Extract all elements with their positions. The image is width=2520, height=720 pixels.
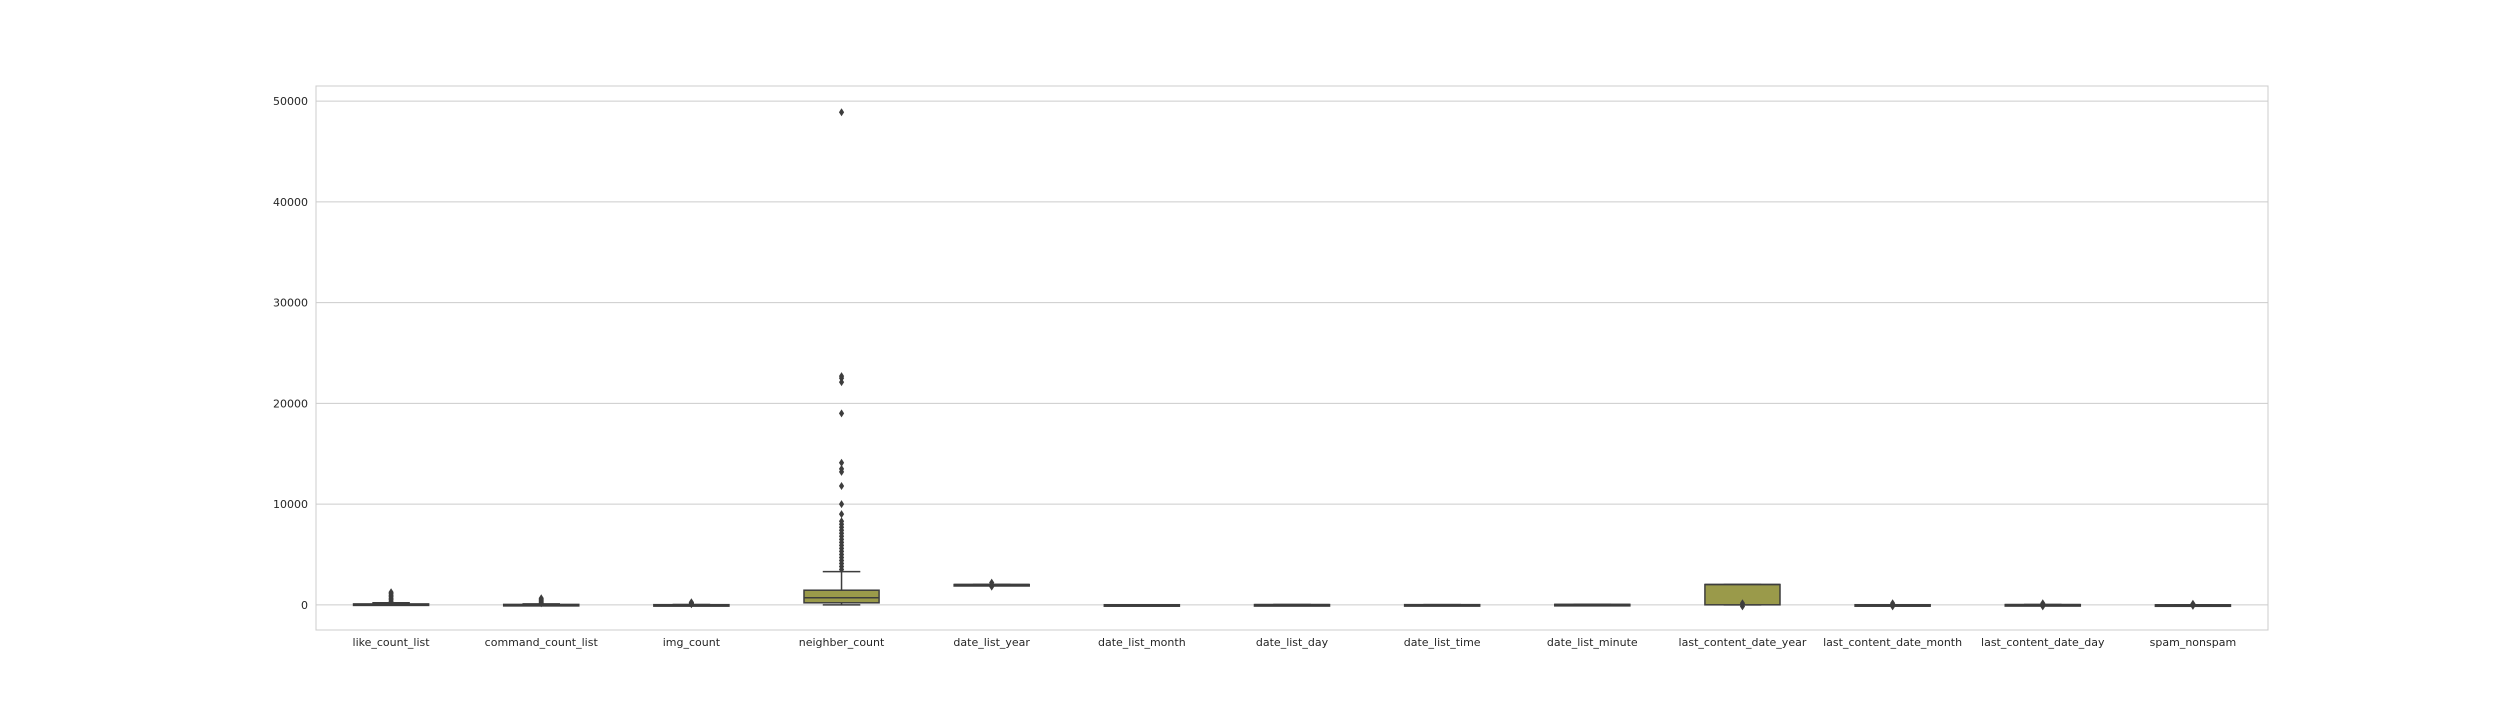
x-tick-label: date_list_year xyxy=(953,636,1030,649)
outlier-point xyxy=(538,594,544,603)
outlier-point xyxy=(838,517,845,526)
iqr-box xyxy=(803,589,880,604)
x-tick-label: spam_nonspam xyxy=(2150,636,2237,649)
x-tick-label: like_count_list xyxy=(353,636,431,649)
y-tick-label: 40000 xyxy=(273,196,308,209)
x-tick-label: last_content_date_day xyxy=(1981,636,2105,649)
box-date_list_year xyxy=(953,578,1030,591)
outlier-point xyxy=(838,378,845,387)
outlier-point xyxy=(838,108,845,117)
box-img_count xyxy=(653,598,730,609)
outlier-point xyxy=(1890,599,1896,608)
box-like_count_list xyxy=(352,588,430,607)
x-tick-label: last_content_date_month xyxy=(1823,636,1962,649)
outlier-point xyxy=(838,500,845,509)
y-tick-label: 50000 xyxy=(273,95,308,108)
outlier-point xyxy=(688,598,694,607)
box-series xyxy=(352,108,2232,611)
outlier-point xyxy=(2040,599,2046,608)
box-date_list_minute xyxy=(1554,603,1631,607)
outlier-point xyxy=(838,372,845,381)
x-tick-label: command_count_list xyxy=(485,636,599,649)
outlier-point xyxy=(2190,599,2196,608)
box-last_content_date_month xyxy=(1854,599,1931,611)
outlier-point xyxy=(838,458,845,467)
x-tick-label: img_count xyxy=(663,636,721,649)
x-tick-label: date_list_day xyxy=(1256,636,1329,649)
outlier-point xyxy=(838,510,845,519)
box-neighber_count xyxy=(803,108,880,606)
outlier-point xyxy=(838,464,845,473)
box-date_list_month xyxy=(1103,603,1181,607)
outlier-point xyxy=(388,588,394,597)
box-date_list_time xyxy=(1403,603,1481,607)
y-tick-label: 30000 xyxy=(273,297,308,310)
outlier-point xyxy=(989,578,995,587)
box-date_list_day xyxy=(1253,603,1331,607)
y-tick-label: 10000 xyxy=(273,498,308,511)
outlier-point xyxy=(1739,599,1746,608)
outlier-point xyxy=(838,409,845,418)
box-last_content_date_day xyxy=(2004,599,2082,611)
box-last_content_date_year xyxy=(1704,583,1781,611)
x-tick-label: neighber_count xyxy=(799,636,885,649)
outlier-point xyxy=(838,481,845,490)
y-tick-label: 20000 xyxy=(273,397,308,410)
x-tick-label: last_content_date_year xyxy=(1679,636,1807,649)
x-tick-label: date_list_minute xyxy=(1547,636,1638,649)
plot-frame xyxy=(315,85,2269,631)
x-axis-ticks: like_count_list command_count_list img_cou… xyxy=(353,636,2237,649)
x-tick-label: date_list_time xyxy=(1404,636,1481,649)
x-tick-label: date_list_month xyxy=(1098,636,1186,649)
y-axis-ticks: 0 10000 20000 30000 40000 50000 xyxy=(273,95,308,612)
box-command_count_list xyxy=(502,594,580,608)
box-spam_nonspam xyxy=(2154,599,2232,610)
gridlines xyxy=(316,100,2268,606)
y-tick-label: 0 xyxy=(301,599,308,612)
